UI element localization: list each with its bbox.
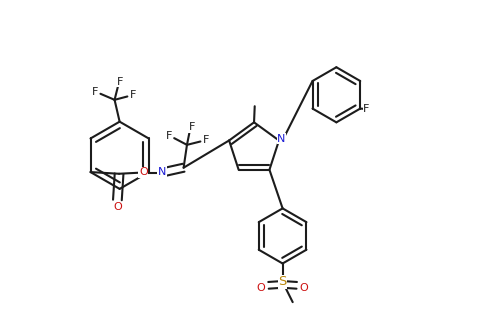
Text: S: S [278, 275, 287, 288]
Text: O: O [257, 283, 265, 293]
Text: F: F [188, 122, 195, 132]
Text: F: F [166, 132, 172, 142]
Text: O: O [300, 283, 308, 293]
Text: O: O [113, 202, 122, 212]
Text: N: N [158, 167, 166, 177]
Text: F: F [203, 135, 210, 145]
Text: F: F [117, 77, 123, 87]
Text: N: N [277, 134, 285, 144]
Text: F: F [130, 90, 136, 100]
Text: O: O [139, 167, 147, 177]
Text: F: F [363, 104, 370, 114]
Text: F: F [92, 87, 99, 97]
